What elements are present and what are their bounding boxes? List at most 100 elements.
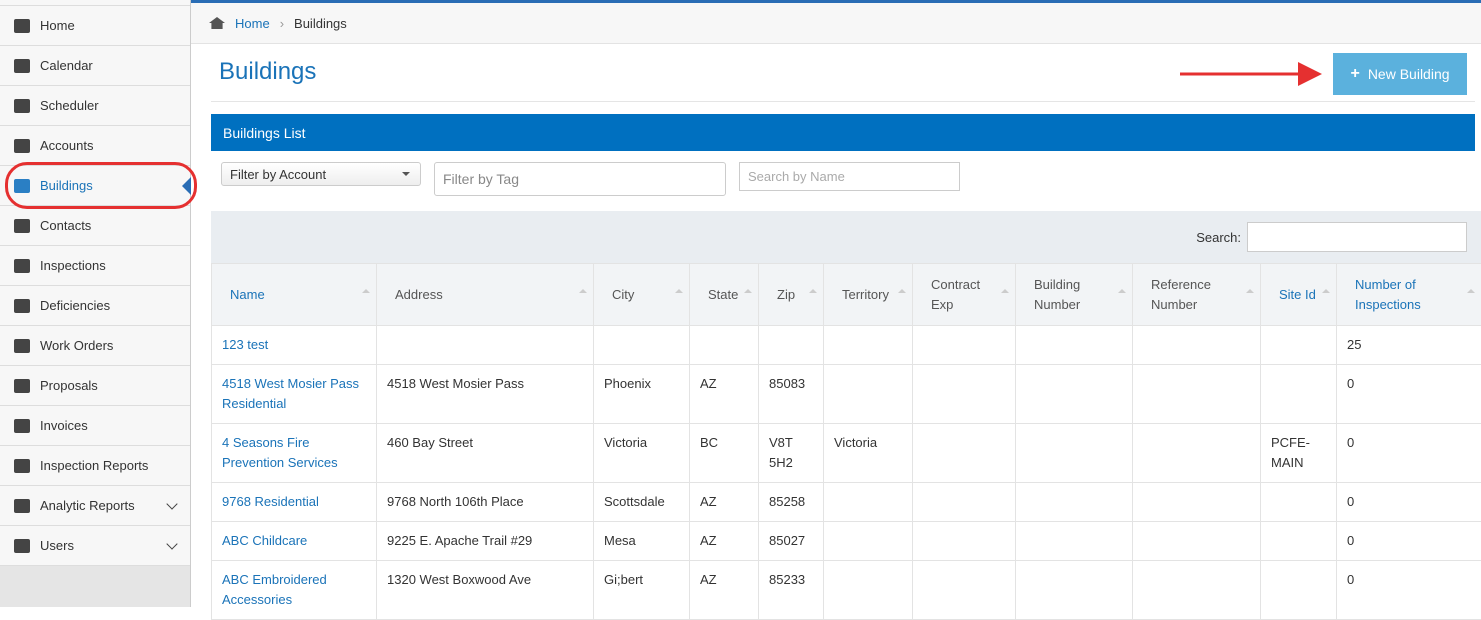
table-cell — [1261, 365, 1337, 424]
table-cell: AZ — [690, 365, 759, 424]
table-cell — [1133, 424, 1261, 483]
building-link[interactable]: ABC Childcare — [222, 533, 307, 548]
cell-text: PCFE-MAIN — [1271, 435, 1310, 470]
table-cell: 9225 E. Apache Trail #29 — [377, 522, 594, 561]
building-link[interactable]: 9768 Residential — [222, 494, 319, 509]
cell-text: 85233 — [769, 572, 805, 587]
column-header[interactable]: Address — [377, 264, 594, 326]
table-cell: 4518 West Mosier Pass Residential — [212, 365, 377, 424]
new-button[interactable]: +New Building — [1333, 53, 1467, 95]
table-cell: 123 test — [212, 326, 377, 365]
name-search[interactable]: Search by Name — [739, 162, 960, 191]
table-cell — [690, 326, 759, 365]
column-header[interactable]: Contract Exp — [913, 264, 1016, 326]
home-icon — [209, 17, 225, 29]
search-input[interactable] — [1247, 222, 1467, 252]
nav-icon — [14, 99, 30, 113]
column-header[interactable]: Building Number — [1016, 264, 1133, 326]
nav-item[interactable]: Invoices — [0, 406, 190, 446]
column-header[interactable]: Number of Inspections — [1337, 264, 1481, 326]
column-header[interactable]: Name — [212, 264, 377, 326]
column-header[interactable]: Reference Number — [1133, 264, 1261, 326]
table-cell: 0 — [1337, 424, 1481, 483]
table-cell: 0 — [1337, 483, 1481, 522]
table-cell — [913, 424, 1016, 483]
table-cell: 25 — [1337, 326, 1481, 365]
cell-text: 85258 — [769, 494, 805, 509]
cell-text: 85027 — [769, 533, 805, 548]
nav-label: Invoices — [40, 418, 88, 433]
building-link[interactable]: 123 test — [222, 337, 268, 352]
nav-item[interactable]: Deficiencies — [0, 286, 190, 326]
column-header[interactable]: Zip — [759, 264, 824, 326]
table-cell: 85258 — [759, 483, 824, 522]
nav-label: Deficiencies — [40, 298, 110, 313]
nav-item[interactable]: Scheduler — [0, 86, 190, 126]
nav-item[interactable]: Buildings — [0, 166, 190, 206]
table-cell: 4518 West Mosier Pass — [377, 365, 594, 424]
table-row: 9768 Residential 9768 North 106th Place Sc… — [212, 483, 1481, 522]
building-link[interactable]: 4 Seasons Fire Prevention Services — [222, 435, 338, 470]
account-filter[interactable]: Filter by Account — [221, 162, 421, 186]
column-header[interactable]: Site Id — [1261, 264, 1337, 326]
nav-label: Home — [40, 18, 75, 33]
building-link[interactable]: ABC Embroidered Accessories — [222, 572, 327, 607]
cell-text: AZ — [700, 572, 717, 587]
table-cell: AZ — [690, 522, 759, 561]
cell-text: 0 — [1347, 533, 1354, 548]
nav-item[interactable]: Inspections — [0, 246, 190, 286]
table-cell — [1133, 365, 1261, 424]
table-cell: 9768 Residential — [212, 483, 377, 522]
column-header[interactable]: State — [690, 264, 759, 326]
nav-item[interactable]: Calendar — [0, 46, 190, 86]
breadcrumb: Home › Buildings — [191, 3, 1481, 44]
column-header[interactable]: Territory — [824, 264, 913, 326]
nav-item[interactable]: Analytic Reports — [0, 486, 190, 526]
table-cell: 9768 North 106th Place — [377, 483, 594, 522]
cell-text: AZ — [700, 533, 717, 548]
table-cell: ABC Childcare — [212, 522, 377, 561]
tag-filter[interactable]: Filter by Tag — [434, 162, 726, 196]
nav-item[interactable]: Accounts — [0, 126, 190, 166]
table-cell: Mesa — [594, 522, 690, 561]
cell-text: 0 — [1347, 376, 1354, 391]
plus-icon: + — [1350, 65, 1359, 83]
table-body: 123 test 25 4518 West Mosier Pass Resident… — [212, 326, 1481, 620]
table-cell: 460 Bay Street — [377, 424, 594, 483]
nav-icon — [14, 539, 30, 553]
cell-text: 9768 North 106th Place — [387, 494, 524, 509]
table-cell — [377, 326, 594, 365]
breadcrumb-link[interactable]: Home — [235, 16, 270, 31]
table-row: 4 Seasons Fire Prevention Services 460 Ba… — [212, 424, 1481, 483]
nav-item[interactable]: Home — [0, 6, 190, 46]
table-cell — [824, 365, 913, 424]
divider — [211, 101, 1475, 102]
nav-item[interactable]: Proposals — [0, 366, 190, 406]
nav-item[interactable]: Users — [0, 526, 190, 566]
table-cell: AZ — [690, 561, 759, 620]
cell-text: Victoria — [604, 435, 647, 450]
nav-item[interactable]: Inspection Reports — [0, 446, 190, 486]
column-header[interactable]: City — [594, 264, 690, 326]
table-cell — [913, 365, 1016, 424]
nav-item[interactable]: Contacts — [0, 206, 190, 246]
table-cell — [1016, 424, 1133, 483]
table-cell: AZ — [690, 483, 759, 522]
table-cell: 0 — [1337, 522, 1481, 561]
building-link[interactable]: 4518 West Mosier Pass Residential — [222, 376, 359, 411]
table-cell — [1016, 561, 1133, 620]
table-cell — [1016, 483, 1133, 522]
nav-item[interactable]: Work Orders — [0, 326, 190, 366]
nav-icon — [14, 219, 30, 233]
nav-icon — [14, 339, 30, 353]
nav-label: Buildings — [40, 178, 93, 193]
cell-text: Mesa — [604, 533, 636, 548]
panel-title: Buildings List — [211, 114, 1475, 151]
cell-text: Phoenix — [604, 376, 651, 391]
table-cell: Scottsdale — [594, 483, 690, 522]
table-cell: 85083 — [759, 365, 824, 424]
nav-icon — [14, 299, 30, 313]
cell-text: AZ — [700, 376, 717, 391]
nav-label: Calendar — [40, 58, 93, 73]
